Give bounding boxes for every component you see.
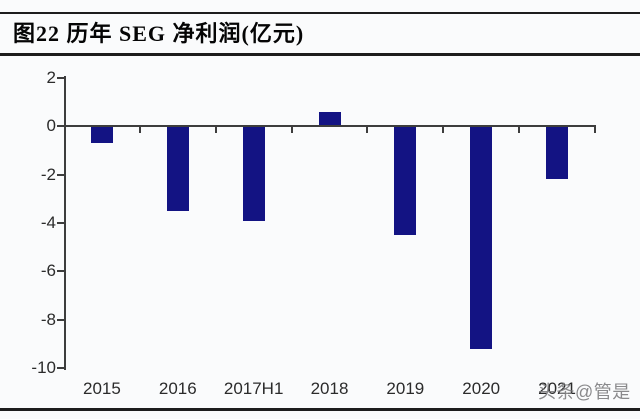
- top-divider: [0, 12, 640, 14]
- bar-2017H1: [242, 126, 265, 221]
- x-tick-label-2016: 2016: [158, 379, 197, 398]
- y-tick-label: -10: [31, 358, 56, 377]
- y-tick: [57, 125, 64, 128]
- y-tick: [57, 270, 64, 273]
- watermark: 头条@管是: [538, 382, 631, 402]
- x-tick: [366, 127, 369, 134]
- x-tick-label-2020: 2020: [462, 379, 501, 398]
- y-tick-label: -8: [40, 309, 56, 329]
- x-tick-label-2021: 2021: [538, 379, 576, 398]
- bar-2019: [394, 126, 417, 236]
- y-tick: [57, 222, 64, 224]
- y-tick-label: 0: [46, 116, 56, 136]
- bar-2021: [546, 126, 569, 180]
- figure-title: 图22 历年 SEG 净利润(亿元): [13, 21, 305, 46]
- bar-2015: [90, 126, 113, 144]
- bar-2016: [166, 126, 189, 211]
- x-tick: [518, 127, 521, 134]
- y-axis-line: [64, 76, 66, 370]
- y-tick-label: 2: [46, 68, 56, 87]
- x-tick: [442, 127, 445, 134]
- x-tick: [594, 127, 596, 134]
- title-divider: [0, 53, 640, 56]
- x-tick: [214, 127, 217, 134]
- x-tick-label-2019: 2019: [386, 379, 425, 398]
- y-tick-label: -2: [40, 164, 56, 184]
- y-tick-label: -6: [40, 261, 56, 281]
- x-tick-label-2018: 2018: [310, 379, 349, 398]
- bottom-divider: [0, 408, 640, 411]
- x-axis-line: [64, 125, 596, 128]
- y-tick: [57, 173, 64, 176]
- bar-2018: [318, 111, 341, 127]
- x-tick: [290, 127, 293, 134]
- y-tick: [57, 367, 64, 369]
- bar-2020: [470, 126, 493, 349]
- x-tick: [138, 127, 141, 134]
- y-tick: [57, 318, 64, 321]
- y-tick-label: -4: [40, 213, 56, 232]
- y-tick: [57, 77, 64, 79]
- x-tick-label-2017H1: 2017H1: [223, 379, 284, 398]
- x-tick-label-2015: 2015: [83, 379, 121, 398]
